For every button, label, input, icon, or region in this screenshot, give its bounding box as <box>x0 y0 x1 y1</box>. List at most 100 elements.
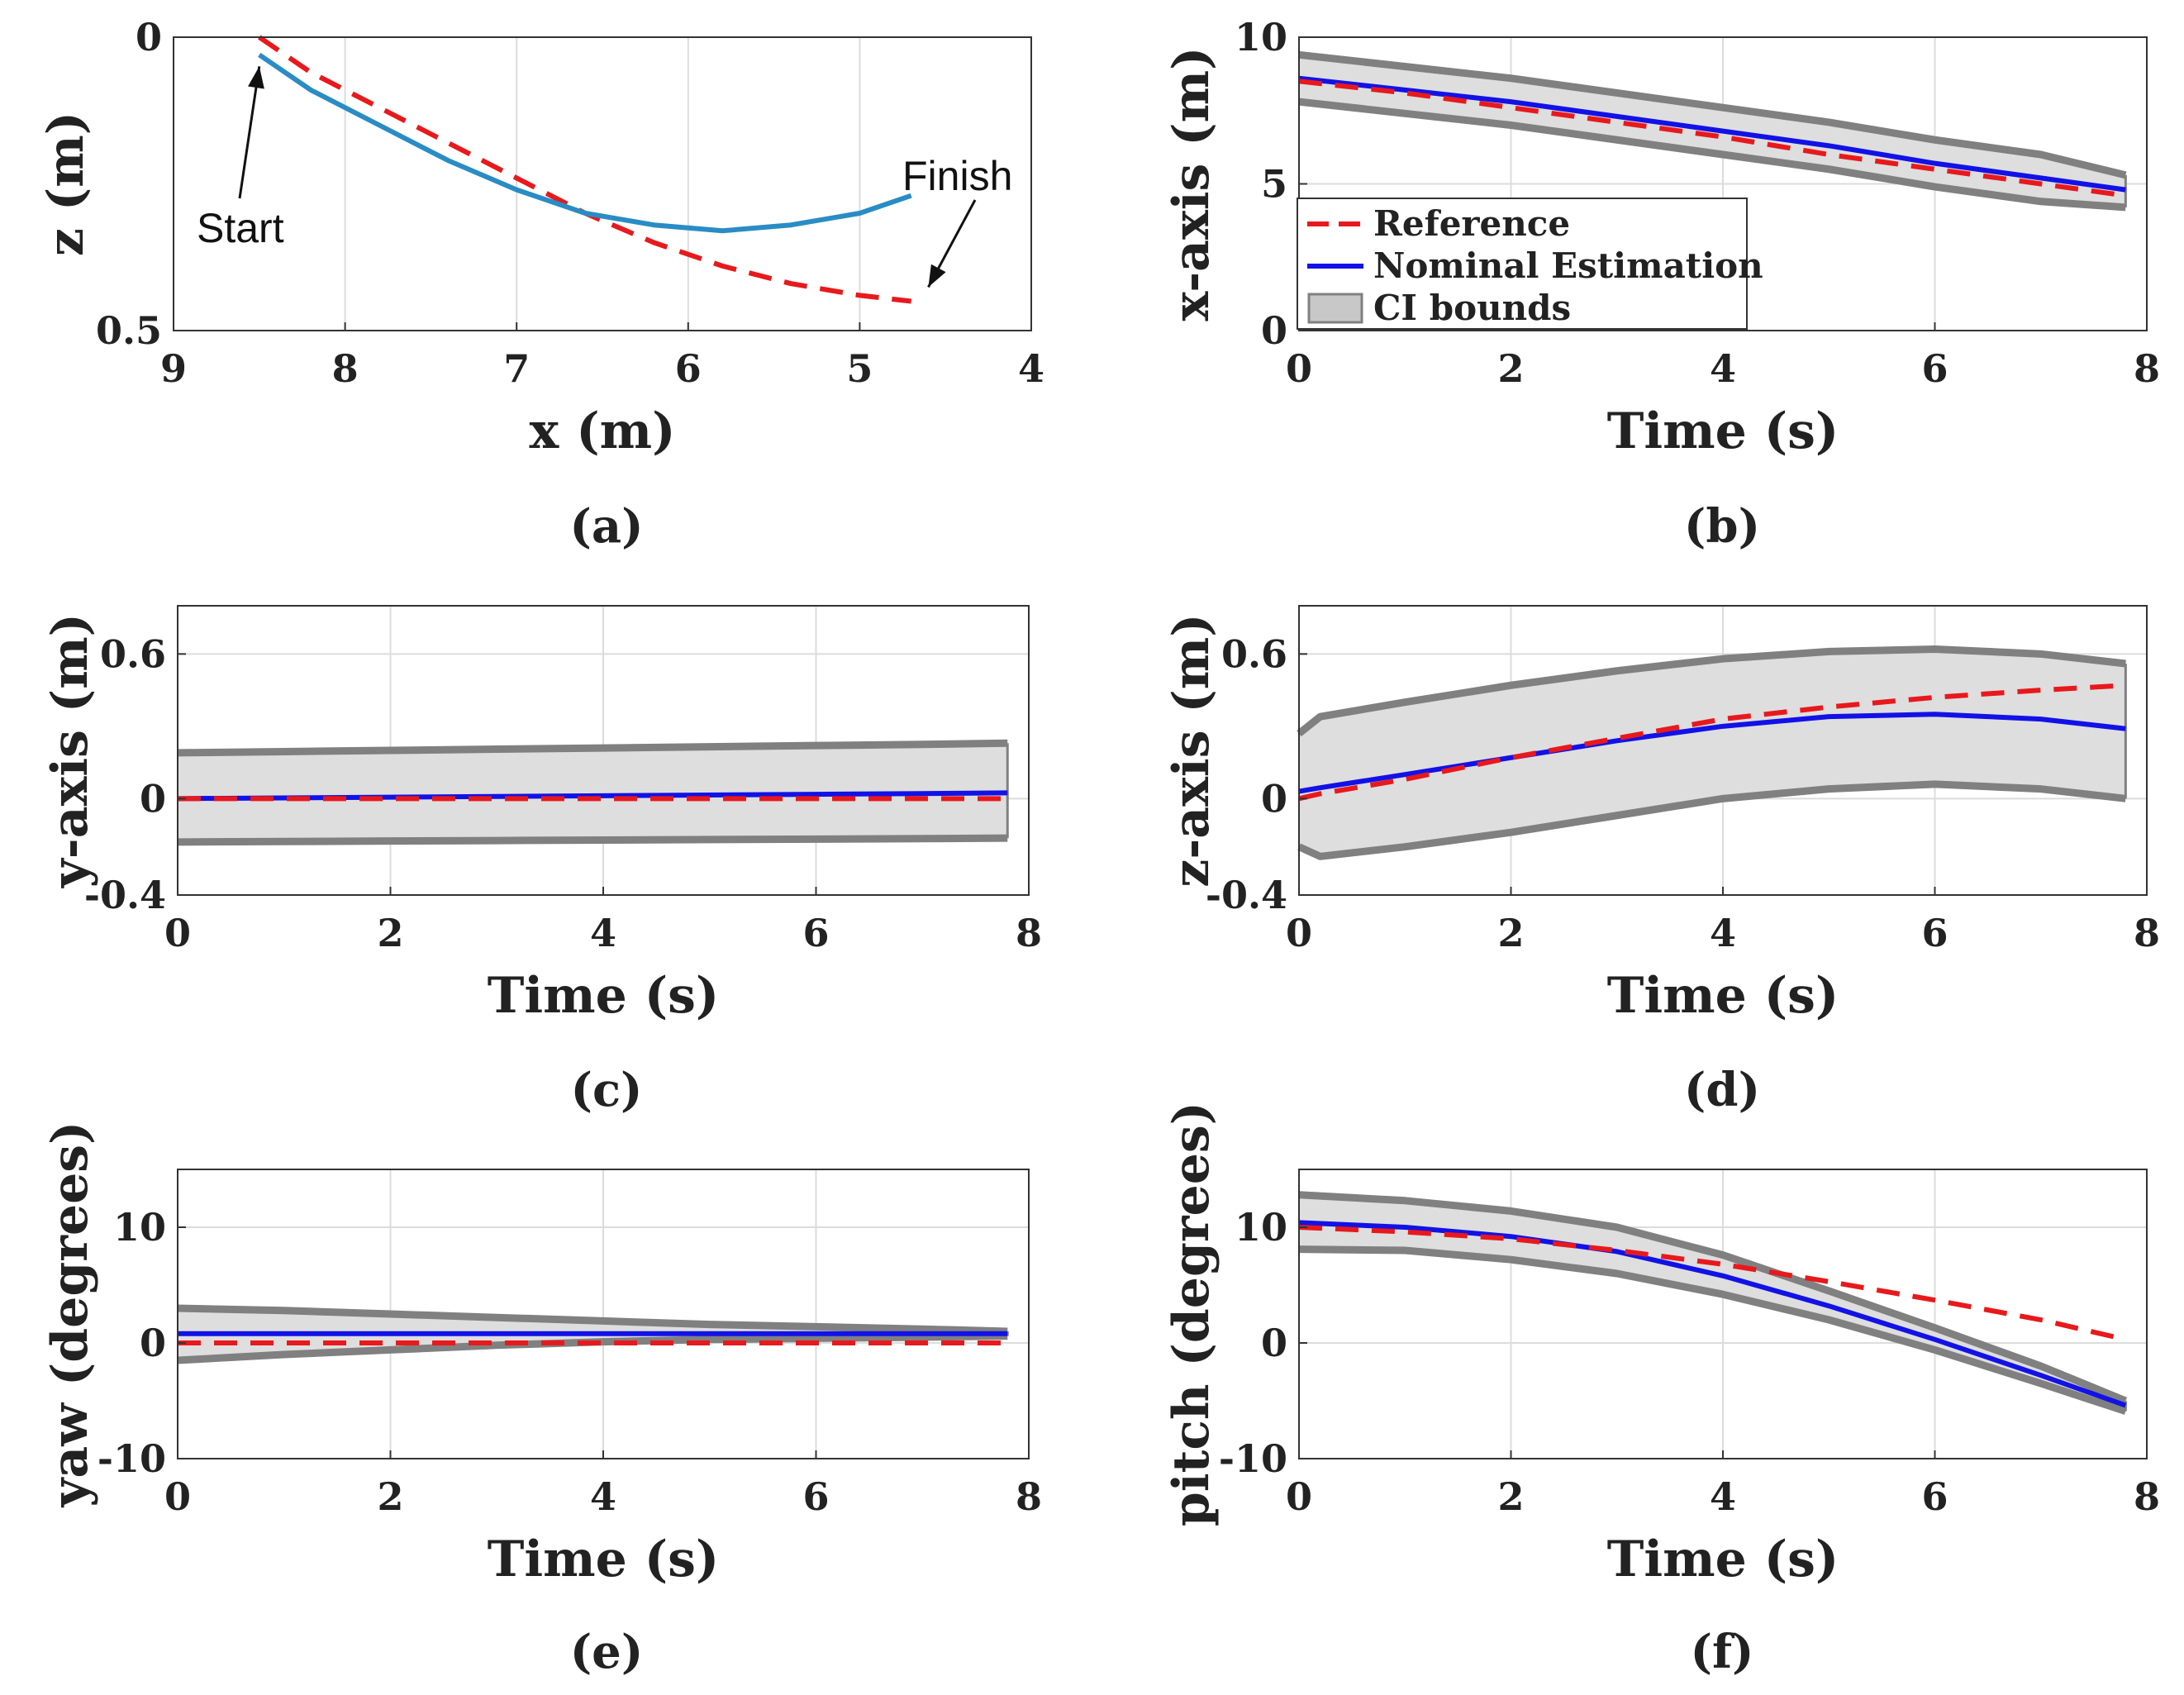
panel-a: 9 8 7 6 5 4 0 0.5 x (m) z (m) Start Finish <box>37 15 1044 460</box>
legend: Reference Nominal Estimation CI bounds <box>1297 198 1763 330</box>
reference-line <box>1298 79 2126 198</box>
y-axis-label: y-axis (m) <box>41 613 99 888</box>
ci-upper-bound <box>1297 645 2126 737</box>
x-tick-label: 0 <box>164 1474 191 1519</box>
x-axis-label: Time (s) <box>1607 1531 1839 1588</box>
ci-upper-bound <box>1298 1191 2128 1405</box>
ci-upper-bound <box>177 1304 1008 1336</box>
x-tick-label: 8 <box>332 346 359 391</box>
y-tick-label: 10 <box>1235 1205 1287 1250</box>
nominal-line <box>1298 712 2126 794</box>
ci-lower-bound <box>1297 780 2126 860</box>
reference-line <box>1298 1225 2127 1342</box>
x-axis-label: Time (s) <box>488 1531 720 1588</box>
x-tick-label: 6 <box>1921 1474 1948 1519</box>
x-tick-label: 2 <box>1497 346 1524 391</box>
ci-lower-bound <box>177 834 1008 846</box>
legend-reference-label: Reference <box>1373 203 1570 244</box>
y-tick-label: 10 <box>1235 15 1287 60</box>
x-tick-label: 6 <box>802 1474 829 1519</box>
y-tick-label: -10 <box>1219 1436 1287 1481</box>
x-axis-label: Time (s) <box>1607 967 1839 1025</box>
y-tick-label: 5 <box>1261 162 1287 207</box>
y-tick-label: 0.6 <box>1221 631 1287 676</box>
y-tick-label: 0.5 <box>96 308 162 353</box>
x-tick-label: 9 <box>160 346 187 391</box>
legend-nominal-label: Nominal Estimation <box>1373 245 1763 286</box>
legend-box <box>1297 198 1748 330</box>
y-tick-label: 0.6 <box>100 631 166 676</box>
x-tick-label: 8 <box>2134 1474 2160 1519</box>
y-axis-label: z (m) <box>37 112 95 256</box>
x-tick-label: 0 <box>164 911 191 955</box>
trajectory-line <box>258 52 912 234</box>
y-tick-label: 0 <box>1261 1321 1287 1365</box>
y-axis-label: z-axis (m) <box>1163 613 1220 887</box>
x-axis-label: x (m) <box>530 402 676 460</box>
nominal-line <box>1298 75 2126 193</box>
caption-c: (c) <box>570 1063 642 1117</box>
x-tick-label: 0 <box>1286 346 1312 391</box>
panel-b: 0 2 4 6 8 0 5 10 Time (s) x-axis (m) <box>1163 15 2160 460</box>
x-tick-label: 0 <box>1286 911 1312 955</box>
y-tick-label: -0.4 <box>1206 873 1287 917</box>
x-tick-label: 8 <box>2134 911 2160 955</box>
x-tick-label: 6 <box>1921 346 1948 391</box>
nominal-line <box>1298 1220 2127 1408</box>
plot-area <box>174 37 1031 331</box>
x-tick-label: 4 <box>590 911 616 955</box>
y-tick-label: -0.4 <box>84 873 166 917</box>
x-tick-label: 4 <box>590 1474 616 1519</box>
ci-upper-bound <box>1298 50 2127 179</box>
ci-band <box>1299 1194 2126 1412</box>
x-tick-label: 8 <box>2134 346 2160 391</box>
caption-d: (d) <box>1684 1063 1760 1117</box>
x-tick-label: 2 <box>377 911 403 955</box>
ci-lower-bound <box>177 1332 1008 1364</box>
y-tick-label: 0 <box>1261 308 1287 353</box>
annotation-arrow-head <box>248 66 264 89</box>
x-tick-label: 6 <box>1921 911 1948 955</box>
x-tick-label: 6 <box>802 911 829 955</box>
reference-line <box>1298 683 2126 802</box>
caption-b: (b) <box>1684 499 1760 554</box>
ci-lower-bound <box>1298 98 2126 212</box>
x-tick-label: 2 <box>1497 911 1524 955</box>
y-axis-label: x-axis (m) <box>1163 47 1220 321</box>
caption-e: (e) <box>570 1625 644 1679</box>
y-axis-label: yaw (degrees) <box>41 1121 99 1508</box>
x-tick-label: 6 <box>675 346 702 391</box>
finish-annotation: Finish <box>902 153 1012 199</box>
x-tick-label: 7 <box>503 346 530 391</box>
x-tick-label: 4 <box>1018 346 1044 391</box>
x-tick-label: 2 <box>1497 1474 1524 1519</box>
y-tick-label: 0 <box>140 776 166 821</box>
ci-upper-bound <box>177 739 1008 757</box>
y-tick-label: -10 <box>98 1436 166 1481</box>
y-axis-label: pitch (degrees) <box>1163 1102 1220 1526</box>
x-tick-label: 8 <box>1016 1474 1042 1519</box>
nominal-line <box>177 790 1008 802</box>
annotation-arrow-shaft <box>238 66 261 199</box>
y-tick-label: 0 <box>136 15 162 60</box>
y-tick-label: 10 <box>113 1205 166 1250</box>
x-tick-label: 8 <box>1016 911 1042 955</box>
x-axis-label: Time (s) <box>488 967 720 1025</box>
x-tick-label: 2 <box>377 1474 403 1519</box>
x-tick-label: 4 <box>1710 1474 1736 1519</box>
annotation-arrow-head <box>928 264 946 288</box>
ci-lower-bound <box>1298 1245 2127 1415</box>
caption-f: (f) <box>1690 1625 1753 1679</box>
axes-frame <box>173 36 1032 331</box>
x-axis-label: Time (s) <box>1607 402 1839 460</box>
y-tick-label: 0 <box>140 1321 166 1365</box>
x-tick-label: 4 <box>1710 911 1736 955</box>
x-tick-label: 5 <box>846 346 873 391</box>
start-annotation: Start <box>197 205 284 251</box>
legend-ci-swatch <box>1307 293 1363 324</box>
